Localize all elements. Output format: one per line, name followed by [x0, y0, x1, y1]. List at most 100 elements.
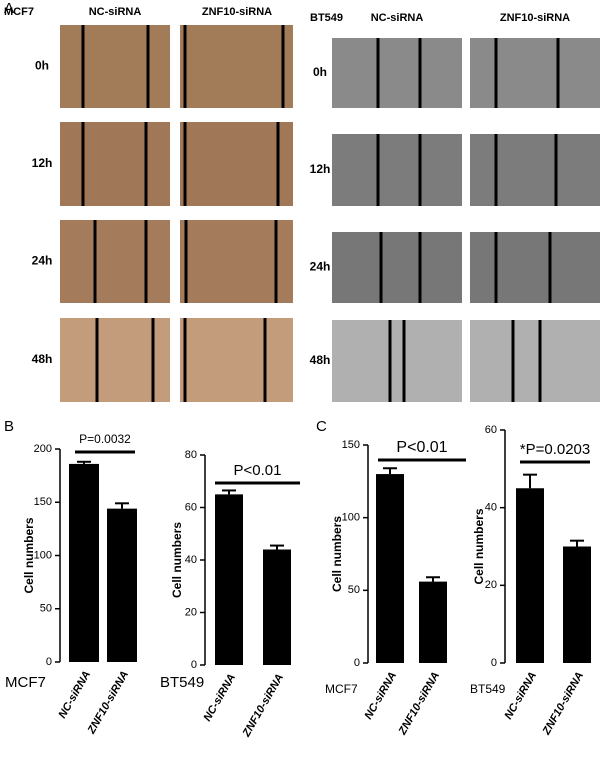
y-tick-label: 100 — [34, 549, 52, 561]
wound-edge — [511, 320, 515, 402]
panel-label: C — [316, 418, 327, 435]
bar — [107, 508, 137, 662]
y-tick-label: 0 — [46, 656, 52, 668]
cell-line-label: MCF7 — [4, 6, 34, 18]
micrograph — [332, 320, 462, 402]
wound-edge — [376, 134, 380, 206]
wound-edge — [183, 25, 187, 108]
wound-edge — [556, 38, 560, 108]
y-tick-label: 50 — [348, 584, 360, 596]
annotation: P=0.0032 — [79, 432, 131, 446]
wound-edge — [146, 25, 150, 108]
wound-edge — [144, 220, 148, 303]
micrograph — [180, 318, 293, 402]
y-tick-label: 40 — [185, 554, 197, 566]
annotation: *P=0.0203 — [520, 441, 590, 458]
group-label: MCF7 — [5, 674, 46, 691]
timepoint-label: 24h — [32, 254, 53, 268]
wound-edge — [548, 232, 552, 303]
wound-edge — [494, 232, 498, 303]
wound-edge — [494, 134, 498, 206]
y-tick-label: 150 — [34, 496, 52, 508]
panel-label: B — [4, 418, 14, 435]
y-tick-label: 0 — [354, 657, 360, 669]
micrograph — [332, 134, 462, 206]
wound-edge — [554, 134, 558, 206]
wound-edge — [81, 25, 85, 108]
condition-label: NC-siRNA — [89, 6, 142, 18]
micrograph — [332, 38, 462, 108]
y-tick-label: 40 — [485, 502, 497, 514]
x-tick-label: ZNF10-siRNA — [240, 672, 286, 740]
bar — [69, 463, 99, 662]
timepoint-label: 24h — [310, 260, 331, 274]
micrograph — [180, 25, 293, 108]
y-tick-label: 20 — [185, 606, 197, 618]
x-tick-label: ZNF10-siRNA — [85, 669, 131, 737]
micrograph — [332, 232, 462, 303]
wound-edge — [184, 220, 188, 303]
micrograph — [470, 134, 600, 206]
cell-line-label: BT549 — [310, 12, 343, 24]
condition-label: ZNF10-siRNA — [202, 6, 272, 18]
wound-edge — [418, 134, 422, 206]
y-tick-label: 0 — [191, 659, 197, 671]
timepoint-label: 0h — [313, 65, 327, 79]
wound-edge — [274, 220, 278, 303]
micrograph — [470, 38, 600, 108]
wound-edge — [276, 122, 280, 206]
panel-label: A — [4, 0, 14, 17]
micrograph — [60, 122, 170, 206]
x-tick-label: NC-siRNA — [502, 670, 539, 722]
y-tick-label: 80 — [185, 449, 197, 461]
micrograph — [470, 320, 600, 402]
condition-label: NC-siRNA — [371, 12, 424, 24]
wound-edge — [151, 318, 155, 402]
y-axis-title: Cell numbers — [330, 516, 344, 592]
y-axis-title: Cell numbers — [170, 522, 184, 598]
y-axis-title: Cell numbers — [472, 508, 486, 584]
y-tick-label: 150 — [342, 439, 360, 451]
group-label: MCF7 — [325, 682, 358, 696]
micrograph — [60, 220, 170, 303]
wound-edge — [281, 25, 285, 108]
annotation: P<0.01 — [234, 462, 282, 479]
bar — [263, 549, 291, 665]
x-tick-label: NC-siRNA — [56, 669, 93, 721]
x-tick-label: ZNF10-siRNA — [396, 670, 442, 738]
y-tick-label: 100 — [342, 512, 360, 524]
condition-label: ZNF10-siRNA — [500, 12, 570, 24]
y-tick-label: 60 — [485, 424, 497, 436]
group-label: BT549 — [470, 682, 506, 696]
annotation: P<0.01 — [396, 439, 447, 456]
y-tick-label: 200 — [34, 443, 52, 455]
timepoint-label: 0h — [35, 59, 49, 73]
y-tick-label: 50 — [40, 603, 52, 615]
wound-edge — [93, 220, 97, 303]
bar — [563, 546, 591, 663]
micrograph — [180, 220, 293, 303]
micrograph — [60, 25, 170, 108]
x-tick-label: NC-siRNA — [201, 672, 238, 724]
wound-edge — [418, 232, 422, 303]
wound-edge — [402, 320, 406, 402]
wound-edge — [183, 318, 187, 402]
wound-edge — [376, 38, 380, 108]
wound-edge — [538, 320, 542, 402]
wound-edge — [263, 318, 267, 402]
wound-edge — [388, 320, 392, 402]
wound-edge — [81, 122, 85, 206]
y-tick-label: 20 — [485, 579, 497, 591]
bar — [215, 494, 243, 665]
wound-edge — [95, 318, 99, 402]
wound-edge — [379, 232, 383, 303]
wound-edge — [144, 122, 148, 206]
wound-edge — [418, 38, 422, 108]
x-tick-label: NC-siRNA — [362, 670, 399, 722]
wound-edge — [494, 38, 498, 108]
y-tick-label: 60 — [185, 501, 197, 513]
timepoint-label: 12h — [32, 156, 53, 170]
timepoint-label: 12h — [310, 162, 331, 176]
timepoint-label: 48h — [32, 352, 53, 366]
